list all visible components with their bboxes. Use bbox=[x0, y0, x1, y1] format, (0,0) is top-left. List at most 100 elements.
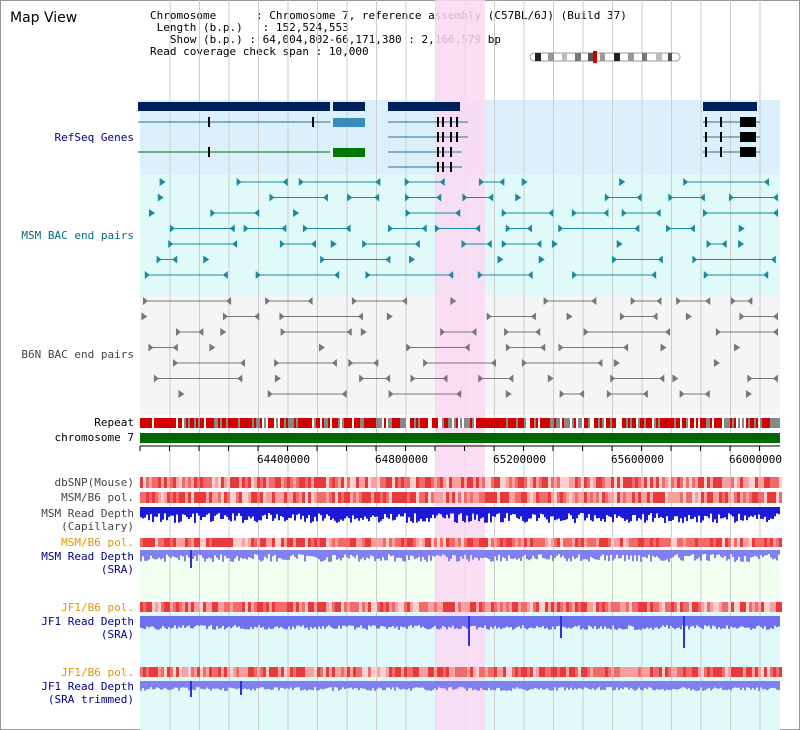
pol-cell bbox=[467, 538, 470, 547]
repeat-cell bbox=[522, 418, 524, 428]
dbsnp-label[interactable]: dbSNP(Mouse) bbox=[54, 476, 134, 489]
msm-bac-end-pairs[interactable] bbox=[144, 178, 778, 279]
repeat-cell bbox=[214, 418, 216, 428]
pol-cell bbox=[494, 667, 497, 677]
b6n-bac-end bbox=[402, 297, 408, 305]
pol-cell bbox=[218, 492, 221, 503]
depth-bar bbox=[190, 616, 192, 629]
depth-bar bbox=[594, 681, 596, 691]
depth-bar bbox=[494, 616, 496, 626]
pol-cell bbox=[752, 667, 755, 677]
repeat-cell bbox=[466, 418, 468, 428]
depth-bar bbox=[764, 681, 766, 689]
info-sep: : bbox=[242, 33, 263, 46]
pol-cell bbox=[155, 667, 158, 677]
repeat-cell bbox=[232, 418, 234, 428]
b6n-bac-end bbox=[559, 390, 565, 398]
pol-cell bbox=[191, 477, 194, 488]
exon bbox=[442, 117, 444, 127]
repeat-cell bbox=[622, 418, 624, 428]
msm-bac-end bbox=[269, 193, 275, 202]
depth-bar bbox=[758, 616, 760, 626]
repeat-cell bbox=[726, 418, 728, 428]
refseq-label[interactable]: RefSeq Genes bbox=[54, 131, 134, 144]
depth-bar bbox=[724, 616, 726, 629]
msm-depth-sra-label-1[interactable]: MSM Read Depth bbox=[41, 550, 134, 563]
msm-b6-pol-sra-label[interactable]: MSM/B6 pol. bbox=[61, 536, 134, 549]
depth-bar bbox=[606, 681, 608, 688]
jf1-b6-pol-trim-label[interactable]: JF1/B6 pol. bbox=[61, 666, 134, 679]
depth-bar bbox=[670, 681, 672, 691]
chromosome-bar[interactable] bbox=[140, 433, 780, 443]
pol-cell bbox=[227, 492, 230, 503]
repeat-cell bbox=[432, 418, 434, 428]
msm-bac-end bbox=[536, 240, 542, 248]
depth-bar bbox=[490, 507, 492, 523]
pol-cell bbox=[608, 477, 611, 488]
b6n-bac-label[interactable]: B6N BAC end pairs bbox=[21, 348, 134, 361]
repeat-cell bbox=[158, 418, 160, 428]
pol-cell bbox=[218, 538, 221, 547]
jf1-b6-pol-label[interactable]: JF1/B6 pol. bbox=[61, 601, 134, 614]
depth-bar bbox=[194, 507, 196, 523]
depth-bar bbox=[262, 550, 264, 561]
pol-cell bbox=[272, 477, 275, 488]
repeat-cell bbox=[632, 418, 634, 428]
refseq-genes[interactable] bbox=[138, 102, 760, 172]
depth-bar bbox=[418, 616, 420, 626]
pol-cell bbox=[338, 667, 341, 677]
pol-cell bbox=[458, 602, 461, 612]
polymorphism-tracks[interactable] bbox=[140, 477, 782, 677]
depth-bar bbox=[588, 616, 590, 626]
depth-bar bbox=[530, 507, 532, 519]
depth-bar bbox=[162, 616, 164, 626]
pol-cell bbox=[512, 477, 515, 488]
depth-bar bbox=[524, 616, 526, 629]
depth-bar bbox=[362, 550, 364, 558]
depth-bar bbox=[234, 681, 236, 689]
pol-cell bbox=[209, 667, 212, 677]
msm-b6-pol-label[interactable]: MSM/B6 pol. bbox=[61, 491, 134, 504]
pol-cell bbox=[620, 538, 623, 547]
pol-cell bbox=[440, 602, 443, 612]
pol-cell bbox=[641, 492, 644, 503]
pol-cell bbox=[689, 667, 692, 677]
depth-bar bbox=[176, 550, 178, 558]
pol-cell bbox=[752, 538, 755, 547]
depth-bar bbox=[270, 616, 272, 630]
depth-bar bbox=[724, 550, 726, 557]
pol-cell bbox=[323, 602, 326, 612]
jf1-depth-trim-label-1[interactable]: JF1 Read Depth bbox=[41, 680, 134, 693]
msm-depth-cap-label-1[interactable]: MSM Read Depth bbox=[41, 507, 134, 520]
pol-cell bbox=[449, 667, 452, 677]
depth-bar bbox=[488, 507, 490, 514]
msm-bac-end bbox=[721, 240, 727, 248]
pol-cell bbox=[248, 538, 251, 547]
repeat-track[interactable] bbox=[140, 418, 780, 428]
jf1-depth-label-1[interactable]: JF1 Read Depth bbox=[41, 615, 134, 628]
repeat-cell bbox=[400, 418, 402, 428]
msm-bac-end bbox=[159, 178, 166, 186]
b6n-bac-end-pairs[interactable] bbox=[141, 297, 778, 398]
depth-bar bbox=[532, 681, 534, 690]
read-depth-tracks[interactable] bbox=[140, 507, 780, 697]
pol-cell bbox=[587, 538, 590, 547]
pol-cell bbox=[266, 492, 269, 503]
depth-bar bbox=[454, 681, 456, 690]
depth-bar bbox=[562, 550, 564, 556]
depth-bar bbox=[280, 550, 282, 559]
pol-cell bbox=[599, 667, 602, 677]
exon bbox=[442, 147, 444, 157]
pol-cell bbox=[146, 602, 149, 612]
repeat-cell bbox=[318, 418, 320, 428]
depth-bar bbox=[536, 681, 538, 689]
repeat-cell bbox=[240, 418, 242, 428]
pol-cell bbox=[566, 538, 569, 547]
pol-cell bbox=[272, 602, 275, 612]
pol-cell bbox=[290, 602, 293, 612]
depth-bar bbox=[146, 550, 148, 561]
msm-bac-label[interactable]: MSM BAC end pairs bbox=[21, 229, 134, 242]
chromosome-ideogram[interactable] bbox=[529, 51, 681, 63]
depth-bar bbox=[706, 507, 708, 517]
